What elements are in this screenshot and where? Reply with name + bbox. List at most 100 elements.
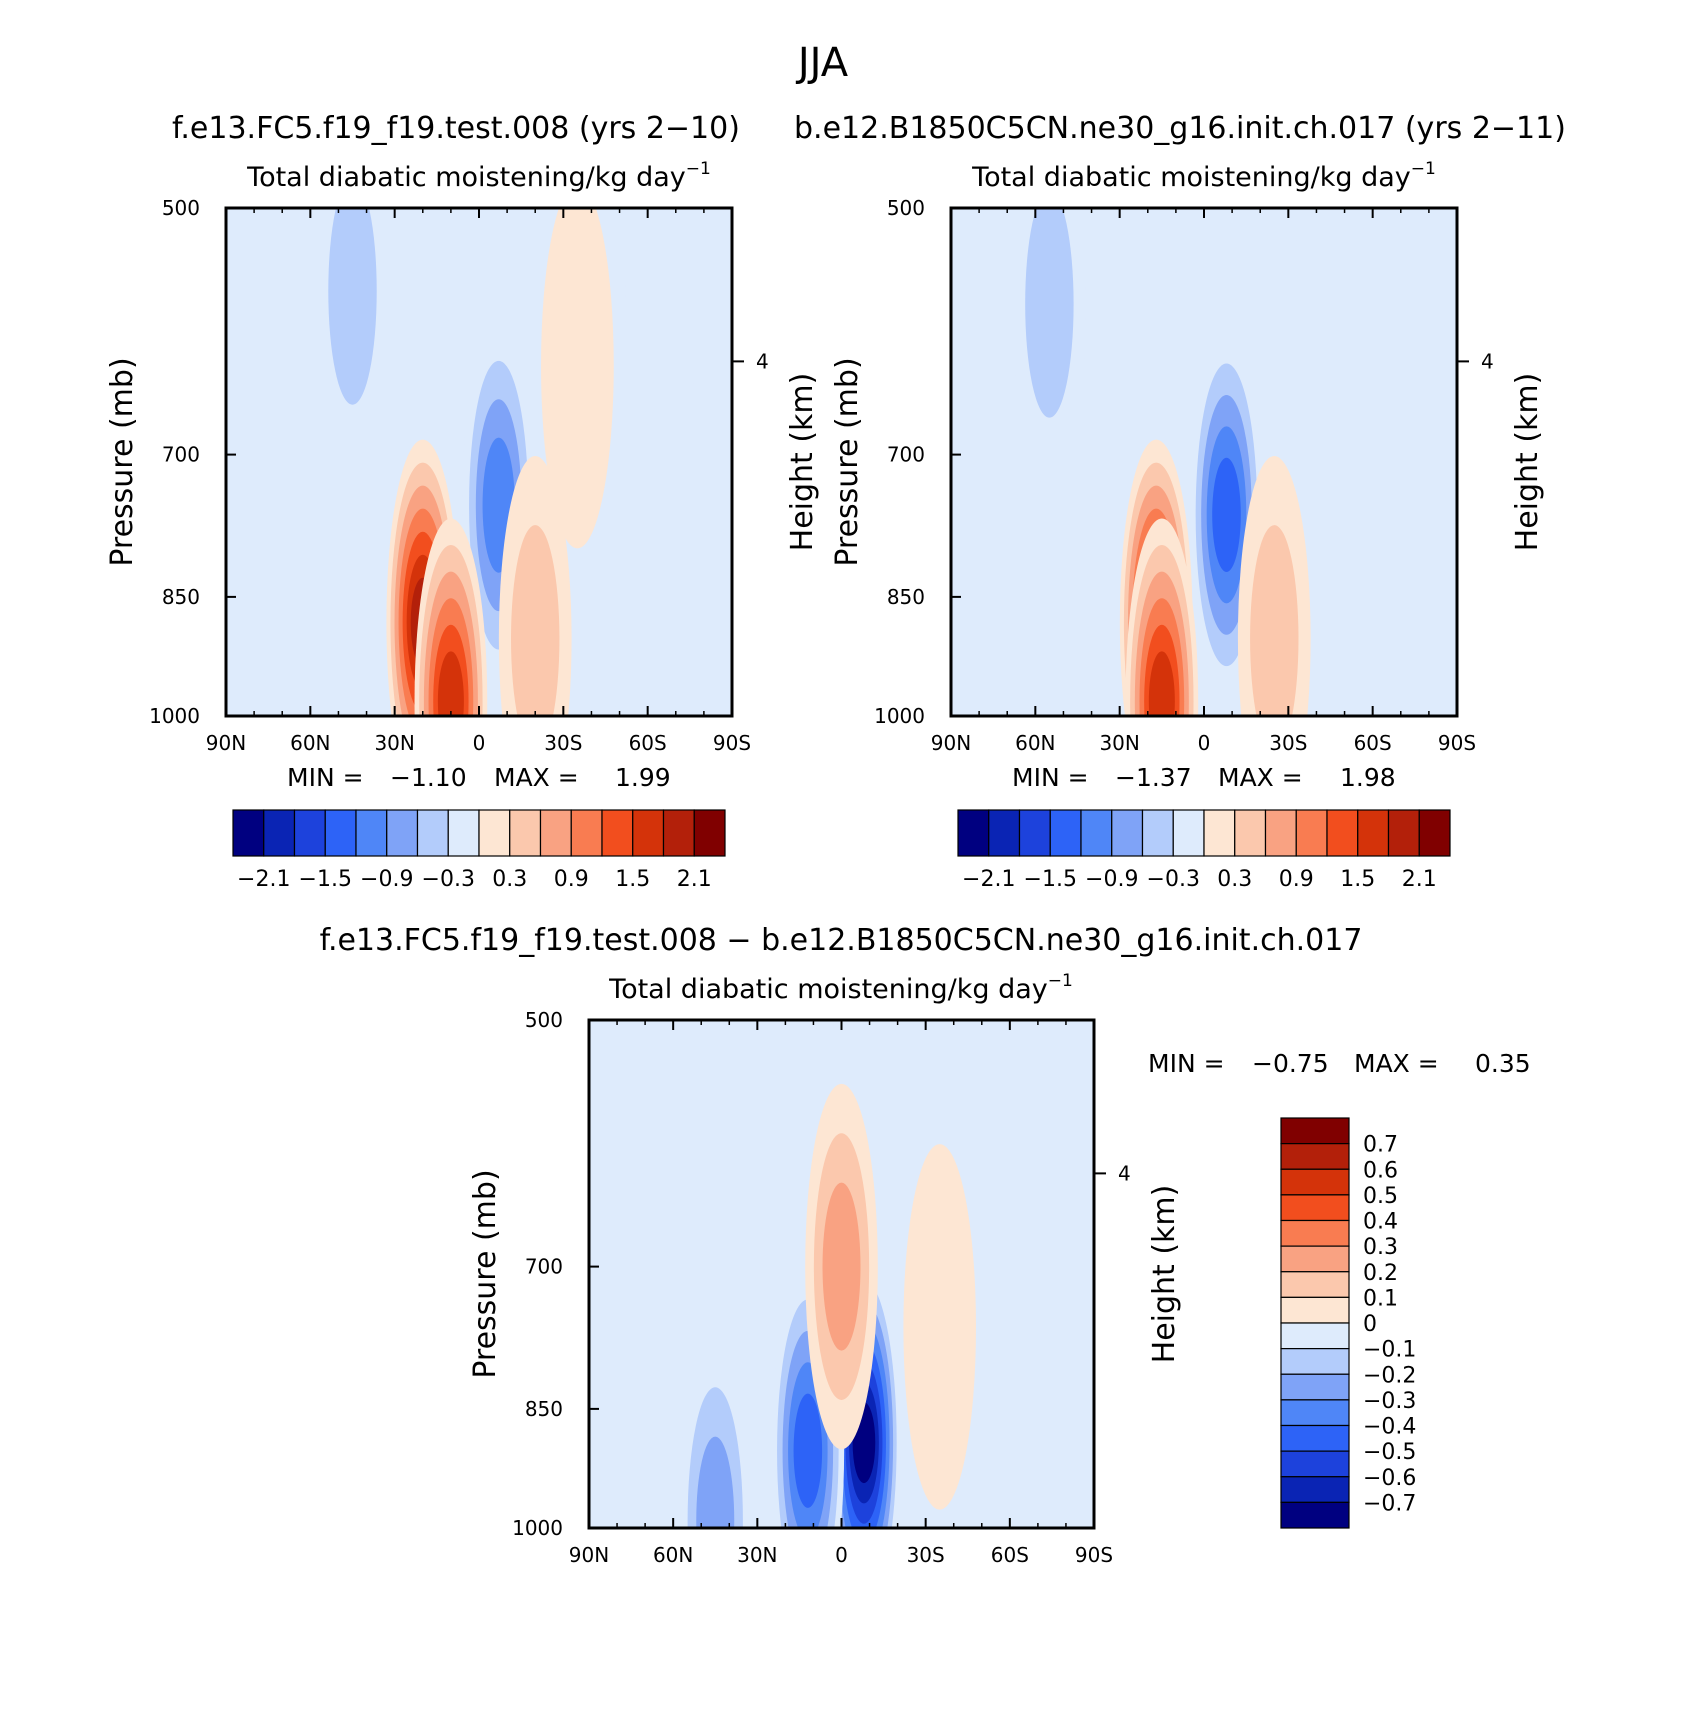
min-label: MIN = bbox=[287, 763, 364, 792]
plot-area bbox=[226, 208, 732, 716]
contour-band bbox=[822, 1182, 861, 1351]
panel-header: f.e13.FC5.f19_f19.test.008 (yrs 2−10) bbox=[172, 111, 740, 146]
colorbar-swatch bbox=[662, 809, 695, 857]
contour-features bbox=[316, 208, 699, 716]
x-tick-label: 30S bbox=[907, 1543, 945, 1567]
colorbar-swatch bbox=[1280, 1348, 1350, 1375]
panel-title-text: Total diabatic moistening/kg day bbox=[246, 162, 686, 193]
y-tick-label: 700 bbox=[525, 1255, 563, 1279]
x-tick-label: 0 bbox=[1198, 731, 1211, 755]
x-tick-label: 30N bbox=[737, 1543, 777, 1567]
contour-band bbox=[1025, 208, 1074, 418]
colorbar-swatch bbox=[1357, 809, 1390, 857]
colorbar-label: 0.3 bbox=[492, 867, 527, 892]
colorbar-swatch bbox=[957, 809, 990, 857]
max-label: MAX = bbox=[494, 763, 579, 792]
colorbar-swatch bbox=[416, 809, 449, 857]
panel-top-left: f.e13.FC5.f19_f19.test.008 (yrs 2−10) To… bbox=[105, 111, 820, 892]
contour-band bbox=[1148, 651, 1175, 716]
colorbar-label: −1.5 bbox=[299, 867, 352, 892]
colorbar-swatch bbox=[355, 809, 388, 857]
y-tick-label: 500 bbox=[525, 1008, 563, 1032]
colorbar-swatch bbox=[601, 809, 634, 857]
y-tick-label: 850 bbox=[525, 1397, 563, 1421]
panel-header: b.e12.B1850C5CN.ne30_g16.init.ch.017 (yr… bbox=[794, 111, 1566, 146]
min-label: MIN = bbox=[1148, 1049, 1225, 1078]
y-tick-label: 850 bbox=[162, 585, 200, 609]
y-tick-label: 700 bbox=[887, 443, 925, 467]
contour-features bbox=[1013, 208, 1367, 716]
colorbar-swatch bbox=[1264, 809, 1297, 857]
panel-header: f.e13.FC5.f19_f19.test.008 − b.e12.B1850… bbox=[320, 923, 1363, 958]
colorbar-label: −0.3 bbox=[1147, 867, 1200, 892]
axis-ticks: 90N 60N 30N 0 30S 60S 90S 500 700 850 1000 4 bbox=[149, 196, 769, 755]
colorbar-swatch bbox=[1280, 1296, 1350, 1324]
colorbar-label: 2.1 bbox=[1402, 867, 1437, 892]
colorbar-swatch bbox=[632, 809, 665, 857]
colorbar: 0.70.60.50.40.30.20.10−0.1−0.2−0.3−0.4−0… bbox=[1280, 1117, 1416, 1529]
colorbar-swatch bbox=[693, 809, 726, 857]
x-tick-label: 30S bbox=[544, 731, 582, 755]
colorbar-swatch bbox=[1141, 809, 1174, 857]
plot-area bbox=[951, 208, 1457, 716]
colorbar-swatch bbox=[447, 809, 480, 857]
colorbar-label: −0.7 bbox=[1363, 1491, 1416, 1516]
colorbar-swatch bbox=[1280, 1194, 1350, 1222]
colorbar-label: 0.9 bbox=[1279, 867, 1314, 892]
y-tick-label: 850 bbox=[887, 585, 925, 609]
colorbar-swatch bbox=[1080, 809, 1113, 857]
colorbar-swatch bbox=[1387, 809, 1420, 857]
panel-title: Total diabatic moistening/kg day−1 bbox=[971, 159, 1436, 193]
contour-features bbox=[678, 1083, 976, 1528]
colorbar-swatch bbox=[232, 809, 265, 857]
colorbar-label: −1.5 bbox=[1024, 867, 1077, 892]
x-tick-label: 90S bbox=[713, 731, 751, 755]
max-label: MAX = bbox=[1354, 1049, 1439, 1078]
figure-title: JJA bbox=[795, 40, 849, 86]
panel-title-exponent: −1 bbox=[1411, 159, 1436, 179]
y-tick-label: 1000 bbox=[512, 1516, 563, 1540]
colorbar-label: 0.4 bbox=[1363, 1210, 1398, 1235]
colorbar-label: −0.9 bbox=[360, 867, 413, 892]
y-axis-right-label: Height (km) bbox=[785, 373, 820, 552]
axis-ticks: 90N 60N 30N 0 30S 60S 90S 500 700 850 1000 4 bbox=[512, 1008, 1131, 1567]
panel-title-exponent: −1 bbox=[1048, 971, 1073, 991]
colorbar-swatch bbox=[386, 809, 419, 857]
y-tick-label: 700 bbox=[162, 443, 200, 467]
colorbar: −2.1 −1.5 −0.9 −0.3 0.3 0.9 1.5 2.1 bbox=[957, 809, 1451, 892]
colorbar-label: −0.1 bbox=[1363, 1338, 1416, 1363]
axis-ticks: 90N 60N 30N 0 30S 60S 90S 500 700 850 1000 4 bbox=[874, 196, 1494, 755]
x-tick-label: 60N bbox=[290, 731, 330, 755]
y-axis-label: Pressure (mb) bbox=[105, 357, 140, 566]
colorbar-swatch bbox=[1280, 1476, 1350, 1503]
colorbar-label: 0.3 bbox=[1217, 867, 1252, 892]
colorbar-label: −2.1 bbox=[237, 867, 290, 892]
colorbar-label: −0.3 bbox=[1363, 1389, 1416, 1414]
panel-title-exponent: −1 bbox=[686, 159, 711, 179]
colorbar-swatch bbox=[1234, 809, 1267, 857]
colorbar-label: 0.5 bbox=[1363, 1184, 1398, 1209]
contour-band bbox=[1212, 457, 1241, 572]
panel-top-right: b.e12.B1850C5CN.ne30_g16.init.ch.017 (yr… bbox=[794, 111, 1566, 892]
min-value: −1.37 bbox=[1115, 763, 1192, 792]
contour-band bbox=[1250, 525, 1299, 716]
colorbar-label: 0.9 bbox=[554, 867, 589, 892]
contour-band bbox=[541, 208, 614, 549]
colorbar-swatch bbox=[324, 809, 357, 857]
colorbar-swatch bbox=[1018, 809, 1051, 857]
plot-area bbox=[589, 1020, 1094, 1528]
panel-title: Total diabatic moistening/kg day−1 bbox=[246, 159, 711, 193]
x-tick-label: 90N bbox=[931, 731, 971, 755]
y-axis-right-label: Height (km) bbox=[1510, 373, 1545, 552]
colorbar-swatch bbox=[1280, 1117, 1350, 1145]
y-axis-label: Pressure (mb) bbox=[830, 357, 865, 566]
panel-bottom: f.e13.FC5.f19_f19.test.008 − b.e12.B1850… bbox=[320, 923, 1531, 1567]
colorbar-label: 0.3 bbox=[1363, 1235, 1398, 1260]
colorbar-swatch bbox=[1280, 1143, 1350, 1170]
x-tick-label: 30S bbox=[1269, 731, 1307, 755]
colorbar-swatch bbox=[1280, 1219, 1350, 1247]
colorbar-label: −0.4 bbox=[1363, 1415, 1416, 1440]
colorbar-label: −2.1 bbox=[962, 867, 1015, 892]
colorbar-swatch bbox=[1280, 1424, 1350, 1452]
